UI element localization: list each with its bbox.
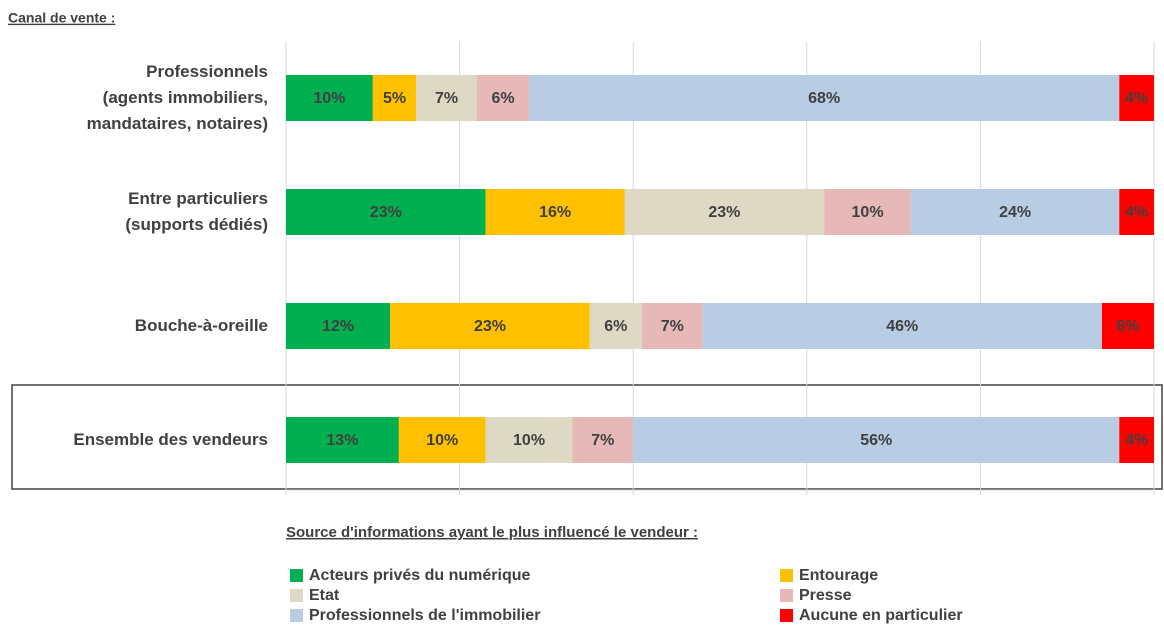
chart-title: Canal de vente : xyxy=(8,10,115,26)
value-label: 10% xyxy=(852,204,884,221)
value-label: 10% xyxy=(513,432,545,449)
bar-segment xyxy=(910,189,1120,235)
bar-segment xyxy=(1119,75,1154,121)
bar-segment xyxy=(485,189,625,235)
value-label: 4% xyxy=(1125,90,1148,107)
value-label: 46% xyxy=(886,318,918,335)
bar-segment xyxy=(824,189,911,235)
value-label: 12% xyxy=(322,318,354,335)
value-label: 4% xyxy=(1125,432,1148,449)
legend-swatch xyxy=(290,609,303,622)
value-label: 4% xyxy=(1125,204,1148,221)
value-label: 7% xyxy=(435,90,458,107)
legend-label: Presse xyxy=(799,587,852,604)
value-label: 23% xyxy=(474,318,506,335)
bar-segment xyxy=(1101,303,1154,349)
bar-segment xyxy=(476,75,530,121)
category-label: Ensemble des vendeurs xyxy=(73,430,268,449)
bar-segment xyxy=(485,417,573,463)
highlight-box xyxy=(11,384,1163,490)
value-label: 23% xyxy=(370,204,402,221)
legend-swatch xyxy=(780,609,793,622)
value-label: 16% xyxy=(539,204,571,221)
bar-segment xyxy=(416,75,477,121)
bar-segment xyxy=(641,303,703,349)
legend-label: Entourage xyxy=(799,567,878,584)
legend-swatch xyxy=(290,589,303,602)
bar-segment xyxy=(286,75,373,121)
value-label: 5% xyxy=(383,90,406,107)
value-label: 24% xyxy=(999,204,1031,221)
value-label: 13% xyxy=(326,432,358,449)
value-label: 6% xyxy=(604,318,627,335)
value-label: 68% xyxy=(808,90,840,107)
legend-label: Etat xyxy=(309,587,340,604)
bar-segment xyxy=(1119,189,1154,235)
value-label: 6% xyxy=(1116,318,1139,335)
legend-swatch xyxy=(780,589,793,602)
legend-label: Aucune en particulier xyxy=(799,607,963,624)
legend-label: Professionnels de l'immobilier xyxy=(309,607,540,624)
bar-segment xyxy=(286,417,399,463)
legend-swatch xyxy=(780,569,793,582)
bar-segment xyxy=(529,75,1120,121)
legend-title: Source d'informations ayant le plus infl… xyxy=(286,524,698,541)
category-label: Professionnels (agents immobiliers, mand… xyxy=(86,62,268,133)
value-label: 7% xyxy=(591,432,614,449)
legend-label: Acteurs privés du numérique xyxy=(309,567,530,584)
value-label: 6% xyxy=(491,90,514,107)
value-label: 10% xyxy=(426,432,458,449)
bar-segment xyxy=(390,303,590,349)
bar-segment xyxy=(286,189,486,235)
value-label: 7% xyxy=(661,318,684,335)
bar-segment xyxy=(572,417,634,463)
bar-segment xyxy=(589,303,642,349)
value-label: 56% xyxy=(860,432,892,449)
category-label: Entre particuliers (supports dédiés) xyxy=(125,189,268,234)
bar-segment xyxy=(372,75,417,121)
bar-segment xyxy=(1119,417,1154,463)
value-label: 23% xyxy=(708,204,740,221)
bar-segment xyxy=(624,189,825,235)
bar-segment xyxy=(398,417,486,463)
bar-segment xyxy=(702,303,1102,349)
legend-swatch xyxy=(290,569,303,582)
value-label: 10% xyxy=(313,90,345,107)
category-label: Bouche-à-oreille xyxy=(134,316,268,335)
bar-segment xyxy=(286,303,391,349)
bar-segment xyxy=(633,417,1120,463)
